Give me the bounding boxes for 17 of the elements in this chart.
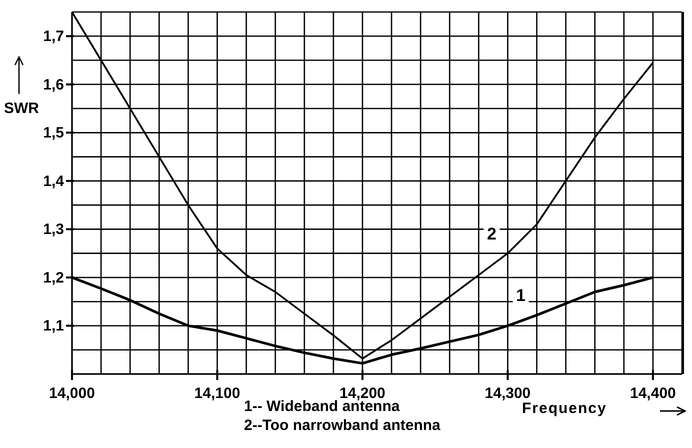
y-tick-label: 1,5 [43, 124, 64, 142]
x-tick-label: 14,000 [49, 385, 95, 402]
x-tick-label: 14,100 [194, 385, 240, 402]
series-label: 2 [486, 224, 496, 244]
x-tick-label: 14,400 [630, 385, 676, 402]
x-axis-title: Frequency [522, 400, 607, 417]
y-tick-label: 1,1 [43, 318, 64, 335]
y-tick-label: 1,2 [43, 269, 64, 286]
x-tick-label: 14,300 [484, 385, 531, 402]
y-tick-label: 1,3 [43, 221, 64, 238]
y-axis-title: SWR [4, 100, 39, 117]
y-tick-label: 1,4 [43, 172, 65, 190]
y-tick-label: 1,6 [43, 76, 64, 94]
x-tick-label: 14,200 [340, 385, 386, 402]
text: 2--Too narrowband antenna [244, 416, 440, 435]
series-label: 1 [516, 286, 526, 306]
y-tick-label: 1,7 [43, 28, 64, 46]
